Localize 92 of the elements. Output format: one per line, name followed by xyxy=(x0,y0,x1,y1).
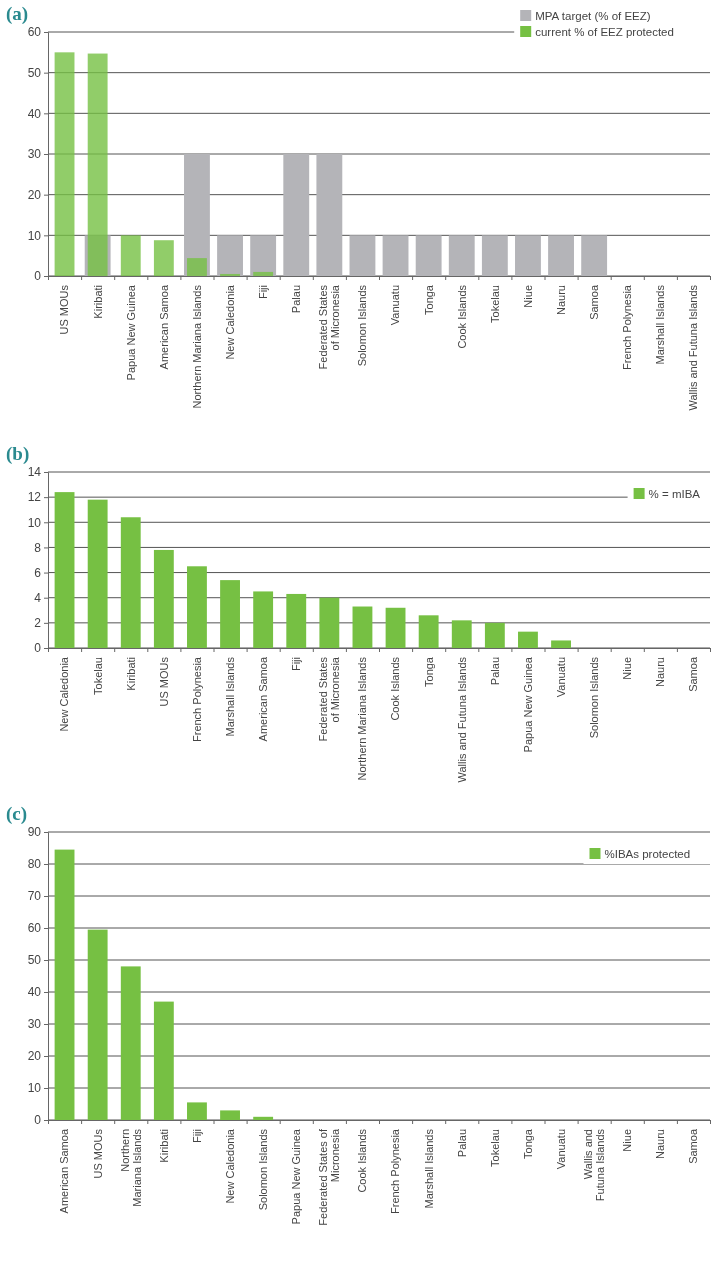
x-tick-label: Samoa xyxy=(687,656,700,692)
y-tick-label: 10 xyxy=(27,228,42,243)
x-tick-label: Vanuatu xyxy=(554,657,567,698)
y-tick-label: 10 xyxy=(27,515,42,530)
x-tick-label: New Caledonia xyxy=(223,1128,236,1204)
y-tick-label: 70 xyxy=(27,889,42,904)
y-tick-label: 6 xyxy=(34,565,42,580)
y-tick-label: 10 xyxy=(27,1081,42,1096)
x-tick-label: Tokelau xyxy=(91,657,104,695)
x-tick-label: Cook Islands xyxy=(356,1128,369,1193)
y-tick-label: 2 xyxy=(34,616,42,631)
x-tick-label: Cook Islands xyxy=(455,284,468,349)
x-tick-label: Wallis and Futuna Islands xyxy=(455,656,468,783)
y-tick-label: 8 xyxy=(34,540,42,555)
y-tick-label: 80 xyxy=(27,857,42,872)
y-tick-label: 20 xyxy=(27,1049,42,1064)
x-tick-label: Vanuatu xyxy=(389,285,402,326)
x-tick-label: American Samoa xyxy=(257,656,269,742)
x-tick-label: Papua New Guinea xyxy=(290,1128,303,1225)
x-tick-label: Samoa xyxy=(687,1128,700,1164)
x-tick-label: Federated States of Micronesia xyxy=(317,656,342,742)
y-tick-label: 50 xyxy=(27,66,42,81)
y-tick-label: 90 xyxy=(27,825,42,840)
y-tick-label: 12 xyxy=(27,490,42,505)
x-tick-label: Federated States of Micronesia xyxy=(317,1128,342,1226)
y-tick-label: 0 xyxy=(34,641,42,656)
x-tick-label: Papua New Guinea xyxy=(124,284,137,381)
x-tick-label: Tokelau xyxy=(488,285,501,323)
x-tick-label: Samoa xyxy=(588,284,600,320)
chart-title: (b) xyxy=(6,443,30,465)
chart-title: (a) xyxy=(6,3,29,25)
x-tick-label: US MOUs xyxy=(157,656,170,707)
x-tick-label: Tokelau xyxy=(488,1129,501,1167)
x-tick-label: US MOUs xyxy=(58,284,71,335)
x-tick-label: Marshall Islands xyxy=(422,1128,435,1209)
x-tick-label: Marshall Islands xyxy=(223,656,236,737)
chart-title: (c) xyxy=(6,803,28,825)
legend-label: MPA target (% of EEZ) xyxy=(535,10,651,22)
x-tick-label: Fiji xyxy=(190,1129,203,1144)
x-tick-label: Niue xyxy=(521,285,534,308)
x-tick-label: Kiribati xyxy=(91,285,104,319)
x-tick-label: Northern Mariana Islands xyxy=(118,1128,143,1207)
x-tick-label: Solomon Islands xyxy=(257,1128,269,1211)
x-tick-label: Kiribati xyxy=(124,657,137,691)
y-tick-label: 30 xyxy=(27,147,42,162)
x-tick-label: Nauru xyxy=(654,657,667,687)
x-tick-label: Vanuatu xyxy=(554,1129,567,1170)
x-tick-label: Solomon Islands xyxy=(588,656,600,739)
x-tick-label: Nauru xyxy=(654,1129,667,1159)
x-tick-label: Palau xyxy=(290,285,303,314)
x-tick-label: American Samoa xyxy=(58,1128,71,1214)
x-tick-label: Tonga xyxy=(521,1128,534,1159)
x-tick-label: Kiribati xyxy=(157,1129,170,1163)
x-tick-label: Palau xyxy=(488,657,501,686)
x-tick-label: New Caledonia xyxy=(223,284,236,360)
x-tick-label: US MOUs xyxy=(91,1128,104,1179)
x-tick-label: Fiji xyxy=(257,285,269,300)
x-tick-label: Niue xyxy=(621,1129,634,1152)
x-tick-label: French Polynesia xyxy=(190,656,203,742)
x-tick-label: Tonga xyxy=(422,656,435,687)
x-tick-label: Northern Mariana Islands xyxy=(356,656,369,781)
x-tick-label: Solomon Islands xyxy=(356,284,369,367)
legend-label: current % of EEZ protected xyxy=(535,26,674,38)
y-tick-label: 40 xyxy=(27,985,42,1000)
x-tick-label: Palau xyxy=(455,1129,468,1158)
x-tick-label: Wallis and Futuna Islands xyxy=(581,1128,607,1202)
x-tick-label: Niue xyxy=(621,657,634,680)
x-tick-label: Nauru xyxy=(554,285,567,315)
x-tick-label: Marshall Islands xyxy=(654,284,667,365)
y-tick-label: 30 xyxy=(27,1017,42,1032)
y-tick-label: 20 xyxy=(27,188,42,203)
x-tick-label: New Caledonia xyxy=(58,656,71,732)
y-tick-label: 0 xyxy=(34,1113,42,1128)
legend-label: %IBAs protected xyxy=(604,848,691,860)
y-tick-label: 60 xyxy=(27,25,42,40)
x-tick-label: American Samoa xyxy=(157,284,170,370)
x-tick-label: French Polynesia xyxy=(621,284,634,370)
x-tick-label: Federated States of Micronesia xyxy=(317,284,342,370)
y-tick-label: 40 xyxy=(27,106,42,121)
y-tick-label: 4 xyxy=(34,591,42,606)
x-tick-label: French Polynesia xyxy=(389,1128,402,1214)
y-tick-label: 50 xyxy=(27,953,42,968)
y-tick-label: 60 xyxy=(27,921,42,936)
x-tick-label: Tonga xyxy=(422,284,435,315)
x-tick-label: Cook Islands xyxy=(389,656,402,721)
legend-label: % = mIBA xyxy=(648,488,701,500)
x-tick-label: Northern Mariana Islands xyxy=(190,284,203,409)
x-tick-label: Wallis and Futuna Islands xyxy=(687,284,700,411)
y-tick-label: 0 xyxy=(34,269,42,284)
x-tick-label: Papua New Guinea xyxy=(521,656,534,753)
y-tick-label: 14 xyxy=(27,465,42,480)
x-tick-label: Fiji xyxy=(290,657,303,672)
